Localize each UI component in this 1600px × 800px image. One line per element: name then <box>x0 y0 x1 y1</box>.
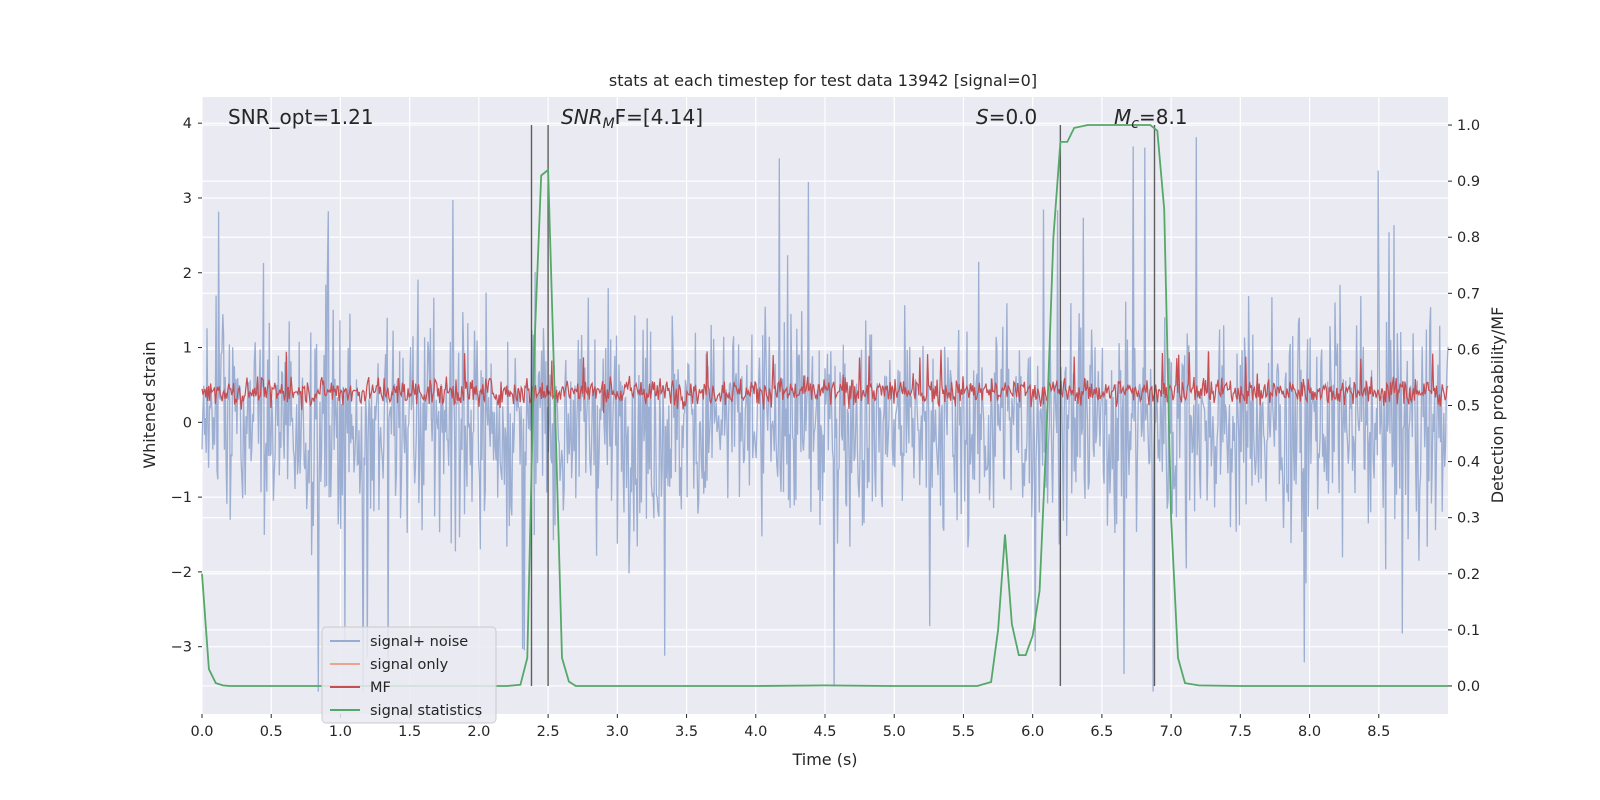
x-tick-label: 6.5 <box>1090 724 1113 740</box>
annotation-s: S=0.0 <box>976 105 1037 129</box>
right-tick-label: 1.0 <box>1457 118 1480 134</box>
right-tick-label: 0.5 <box>1457 399 1480 415</box>
series-mf <box>201 349 1449 413</box>
right-tick-label: 0.8 <box>1457 230 1480 246</box>
annotation-mc-main: M <box>1114 105 1131 129</box>
legend: signal+ noise signal only MF signal statist… <box>321 626 497 724</box>
right-tick-label: 0.3 <box>1457 511 1480 527</box>
left-tick-label: 1 <box>183 341 192 357</box>
annotation-mc-rest: =8.1 <box>1139 105 1188 129</box>
left-y-axis-label: Whitened strain <box>140 341 159 468</box>
x-tick-label: 1.5 <box>398 724 421 740</box>
x-tick-label: 1.0 <box>329 724 352 740</box>
chart-title: stats at each timestep for test data 139… <box>609 71 1037 90</box>
x-tick-label: 8.0 <box>1298 724 1321 740</box>
x-axis-label: Time (s) <box>791 750 857 769</box>
x-tick-label: 6.0 <box>1021 724 1044 740</box>
annotation-snr-opt: SNR_opt=1.21 <box>228 105 374 129</box>
x-tick-label: 3.0 <box>606 724 629 740</box>
legend-label: signal statistics <box>370 703 482 719</box>
right-tick-label: 0.2 <box>1457 567 1480 583</box>
series-signal-plus-noise <box>201 137 1449 692</box>
legend-box <box>321 626 497 724</box>
x-tick-labels: 0.0 0.5 1.0 1.5 2.0 2.5 3.0 3.5 4.0 4.5 5.0 5.5 6.0 6… <box>190 714 1390 740</box>
right-tick-label: 0.9 <box>1457 174 1480 190</box>
signal-plus-noise-line <box>201 137 1449 692</box>
x-tick-label: 0.5 <box>260 724 283 740</box>
x-tick-label: 4.0 <box>744 724 767 740</box>
left-tick-label: −1 <box>171 490 192 506</box>
x-tick-label: 2.5 <box>537 724 560 740</box>
left-tick-label: 0 <box>183 415 192 431</box>
left-y-tick-labels: 4 3 2 1 0 −1 −2 −3 <box>171 116 202 656</box>
x-tick-label: 2.0 <box>467 724 490 740</box>
x-tick-label: 0.0 <box>190 724 213 740</box>
right-tick-label: 0.4 <box>1457 455 1480 471</box>
x-tick-label: 8.5 <box>1367 724 1390 740</box>
left-tick-label: −3 <box>171 640 192 656</box>
annotation-mc: Mc=8.1 <box>1114 105 1188 132</box>
annotation-snr-mf-sub: M <box>603 116 615 132</box>
right-tick-label: 0.1 <box>1457 623 1480 639</box>
annotation-s-rest: =0.0 <box>989 105 1038 129</box>
annotation-mc-sub: c <box>1131 116 1139 132</box>
annotation-snr-mf-rest: F=[4.14] <box>615 105 703 129</box>
x-tick-label: 4.5 <box>813 724 836 740</box>
right-tick-label: 0.7 <box>1457 286 1480 302</box>
annotation-s-main: S <box>976 105 989 129</box>
x-tick-label: 7.5 <box>1229 724 1252 740</box>
x-tick-label: 5.0 <box>883 724 906 740</box>
right-tick-label: 0.0 <box>1457 679 1480 695</box>
left-tick-label: 2 <box>183 266 192 282</box>
x-tick-label: 5.5 <box>952 724 975 740</box>
right-y-axis-label: Detection probability/MF <box>1488 307 1507 504</box>
left-tick-label: 3 <box>183 191 192 207</box>
right-y-tick-labels: 1.0 0.9 0.8 0.7 0.6 0.5 0.4 0.3 0.2 0.1 0.0 <box>1448 118 1480 695</box>
x-tick-label: 3.5 <box>675 724 698 740</box>
vertical-markers <box>530 125 1156 686</box>
mf-line <box>201 349 1449 413</box>
legend-label: signal only <box>370 657 449 673</box>
left-tick-label: −2 <box>171 565 192 581</box>
x-tick-label: 7.0 <box>1160 724 1183 740</box>
left-tick-label: 4 <box>183 116 192 132</box>
left-y-grid <box>202 122 1448 648</box>
annotation-snr-mf: SNRMF=[4.14] <box>561 105 703 132</box>
right-tick-label: 0.6 <box>1457 342 1480 358</box>
legend-label: MF <box>370 680 391 696</box>
legend-label: signal+ noise <box>370 634 468 650</box>
annotation-snr-mf-main: SNR <box>561 105 603 129</box>
